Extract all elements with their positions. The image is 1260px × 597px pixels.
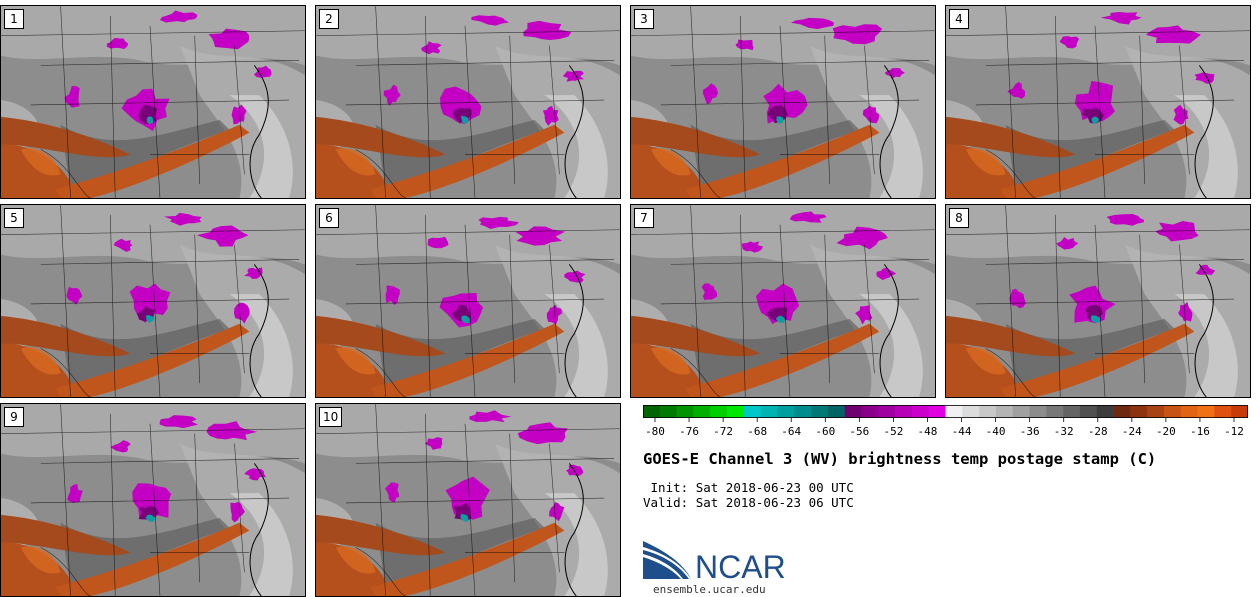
colorbar-swatch (995, 405, 1014, 418)
colorbar-swatch (827, 405, 845, 418)
colorbar-swatch (760, 405, 778, 418)
colorbar-swatch (710, 405, 728, 418)
stamp-panel-8: 8 (945, 204, 1251, 398)
colorbar-swatch (844, 405, 862, 418)
valid-value: Sat 2018-06-23 06 UTC (695, 495, 854, 510)
colorbar-tick-label: -44 (952, 425, 972, 437)
colorbar-tick-label: -60 (815, 425, 835, 437)
init-time: Init: Sat 2018-06-23 00 UTC (643, 480, 854, 495)
colorbar-tick-label: -32 (1054, 425, 1074, 437)
colorbar-tick-label: -76 (679, 425, 699, 437)
wv-map (946, 6, 1250, 198)
panel-number: 4 (949, 9, 969, 29)
stamp-panel-6: 6 (315, 204, 621, 398)
stamp-panel-1: 1 (0, 5, 306, 199)
wv-map (1, 404, 305, 596)
colorbar-swatch (1197, 405, 1215, 418)
colorbar-swatch (693, 405, 711, 418)
colorbar-swatch (1096, 405, 1114, 418)
wv-map (946, 205, 1250, 397)
valid-label: Valid: (643, 495, 689, 510)
colorbar-tick-label: -80 (645, 425, 665, 437)
stamp-panel-5: 5 (0, 204, 306, 398)
colorbar-swatch (1046, 405, 1064, 418)
wv-map (631, 6, 935, 198)
panel-number: 5 (4, 208, 24, 228)
colorbar-tick-label: -12 (1224, 425, 1244, 437)
panel-number: 7 (634, 208, 654, 228)
colorbar-swatch (895, 405, 913, 418)
colorbar-tick-label: -16 (1190, 425, 1210, 437)
colorbar-swatch (794, 405, 812, 418)
colorbar-tick-label: -64 (781, 425, 801, 437)
panel-number: 9 (4, 407, 24, 427)
colorbar-swatch (1012, 405, 1030, 418)
colorbar-tick-label: -68 (747, 425, 767, 437)
wv-map (316, 404, 620, 596)
colorbar-tick-label: -48 (918, 425, 938, 437)
logo-swoosh-icon (643, 541, 691, 579)
colorbar-swatch (1029, 405, 1047, 418)
panel-number: 6 (319, 208, 339, 228)
colorbar-tick-label: -28 (1088, 425, 1108, 437)
colorbar-swatch (878, 405, 896, 418)
panel-number: 1 (4, 9, 24, 29)
ncar-logo: NCAR (643, 541, 786, 581)
valid-time: Valid: Sat 2018-06-23 06 UTC (643, 495, 854, 510)
colorbar-swatch (643, 405, 661, 418)
colorbar-tick-label: -52 (883, 425, 903, 437)
panel-number: 8 (949, 208, 969, 228)
website-url: ensemble.ucar.edu (653, 583, 766, 596)
colorbar-swatch (1214, 405, 1232, 418)
stamp-panel-2: 2 (315, 5, 621, 199)
wv-map (316, 6, 620, 198)
panel-number: 2 (319, 9, 339, 29)
colorbar-swatch (911, 405, 929, 418)
wv-map (1, 205, 305, 397)
colorbar-swatch (743, 405, 761, 418)
panel-number: 3 (634, 9, 654, 29)
colorbar-swatch (777, 405, 795, 418)
stamp-panel-3: 3 (630, 5, 936, 199)
init-value: Sat 2018-06-23 00 UTC (695, 480, 854, 495)
wv-map (316, 205, 620, 397)
init-label: Init: (643, 480, 689, 495)
colorbar-swatch (962, 405, 980, 418)
wv-map (1, 6, 305, 198)
colorbar-swatch (659, 405, 677, 418)
colorbar-swatch (811, 405, 829, 418)
colorbar-swatch (1231, 405, 1248, 418)
colorbar-swatch (861, 405, 879, 418)
colorbar-tick-label: -24 (1122, 425, 1142, 437)
colorbar-swatch (727, 405, 745, 418)
colorbar-swatch (1113, 405, 1131, 418)
colorbar-swatch (1063, 405, 1081, 418)
colorbar: -80 -76 -72 -68 -64 -60 -56 -52 -48 -44 -40 -36 -32 -… (643, 405, 1248, 437)
colorbar-swatch (1147, 405, 1165, 418)
colorbar-swatch (676, 405, 694, 418)
colorbar-swatch (928, 405, 946, 418)
colorbar-swatch (1163, 405, 1182, 418)
logo-text: NCAR (695, 549, 786, 581)
stamp-panel-4: 4 (945, 5, 1251, 199)
colorbar-tick-label: -20 (1156, 425, 1176, 437)
stamp-panel-7: 7 (630, 204, 936, 398)
colorbar-swatch (1079, 405, 1098, 418)
colorbar-swatch (1130, 405, 1148, 418)
colorbar-tick-label: -36 (1020, 425, 1040, 437)
colorbar-swatch (1180, 405, 1198, 418)
colorbar-tick-label: -40 (986, 425, 1006, 437)
stamp-panel-10: 10 (315, 403, 621, 597)
figure-title: GOES-E Channel 3 (WV) brightness temp po… (643, 450, 1157, 468)
wv-map (631, 205, 935, 397)
colorbar-swatch (979, 405, 997, 418)
colorbar-swatch (945, 405, 963, 418)
colorbar-tick-label: -56 (849, 425, 869, 437)
stamp-panel-9: 9 (0, 403, 306, 597)
panel-number: 10 (319, 407, 343, 427)
colorbar-tick-label: -72 (713, 425, 733, 437)
